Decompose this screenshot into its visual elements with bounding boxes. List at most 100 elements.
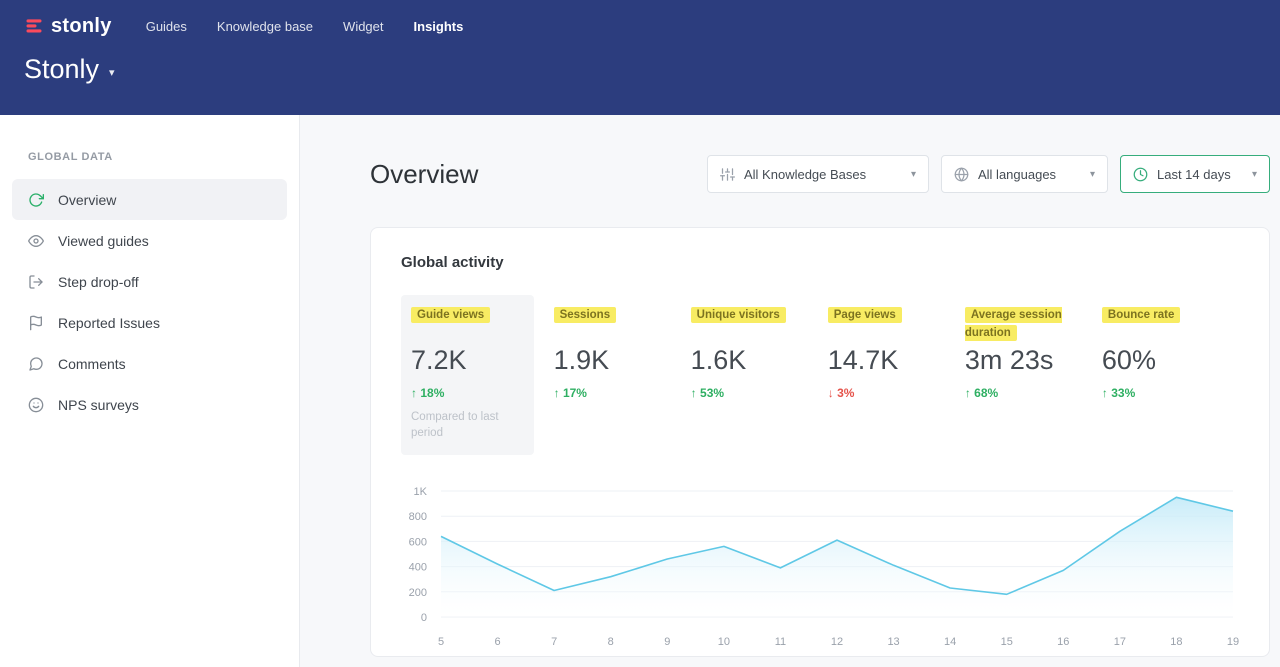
svg-text:18: 18 — [1170, 636, 1182, 648]
chevron-down-icon: ▾ — [1252, 169, 1257, 180]
chevron-down-icon: ▾ — [1090, 169, 1095, 180]
svg-text:1K: 1K — [414, 486, 428, 498]
date-range-dropdown[interactable]: Last 14 days ▾ — [1120, 155, 1270, 193]
logo-text: stonly — [51, 15, 112, 38]
svg-text:200: 200 — [409, 587, 427, 599]
svg-text:14: 14 — [944, 636, 956, 648]
main-header: Overview All Knowledge Bases ▾ All langu… — [370, 155, 1270, 193]
page-layout: GLOBAL DATA Overview Viewed guides Step … — [0, 115, 1280, 667]
svg-text:800: 800 — [409, 511, 427, 523]
smiley-icon — [28, 397, 44, 413]
metric-change: ↑ 33% — [1102, 386, 1239, 400]
metric-label: Guide views — [411, 307, 490, 323]
sidebar-item-label: NPS surveys — [58, 397, 139, 413]
nav-item-knowledge-base[interactable]: Knowledge base — [217, 19, 313, 34]
sidebar-item-nps-surveys[interactable]: NPS surveys — [12, 384, 287, 425]
sidebar-item-overview[interactable]: Overview — [12, 179, 287, 220]
nav-row: stonly Guides Knowledge base Widget Insi… — [24, 10, 1256, 42]
knowledge-bases-dropdown[interactable]: All Knowledge Bases ▾ — [707, 155, 929, 193]
sidebar: GLOBAL DATA Overview Viewed guides Step … — [0, 115, 300, 667]
sidebar-item-label: Viewed guides — [58, 233, 149, 249]
metric-sessions[interactable]: Sessions 1.9K ↑ 17% — [554, 295, 691, 400]
chevron-down-icon: ▾ — [109, 66, 115, 79]
svg-text:16: 16 — [1057, 636, 1069, 648]
arrow-up-icon: ↑ — [411, 386, 417, 400]
workspace-title: Stonly — [24, 54, 99, 85]
arrow-up-icon: ↑ — [965, 386, 971, 400]
svg-text:600: 600 — [409, 537, 427, 549]
metric-value: 60% — [1102, 345, 1239, 376]
svg-text:0: 0 — [421, 612, 427, 624]
sidebar-item-label: Overview — [58, 192, 116, 208]
metric-value: 3m 23s — [965, 345, 1102, 376]
svg-text:15: 15 — [1001, 636, 1013, 648]
metric-value: 1.6K — [691, 345, 828, 376]
metric-label: Bounce rate — [1102, 307, 1180, 323]
metric-avg-session-duration[interactable]: Average session duration 3m 23s ↑ 68% — [965, 295, 1102, 400]
sidebar-item-comments[interactable]: Comments — [12, 343, 287, 384]
sidebar-item-label: Step drop-off — [58, 274, 139, 290]
eye-icon — [28, 233, 44, 249]
nav-item-widget[interactable]: Widget — [343, 19, 383, 34]
sidebar-item-step-drop-off[interactable]: Step drop-off — [12, 261, 287, 302]
metric-page-views[interactable]: Page views 14.7K ↓ 3% — [828, 295, 965, 400]
svg-text:8: 8 — [608, 636, 614, 648]
metric-label: Sessions — [554, 307, 617, 323]
svg-text:10: 10 — [718, 636, 730, 648]
global-activity-card: Global activity Guide views 7.2K ↑ 18% C… — [370, 227, 1270, 657]
sidebar-item-viewed-guides[interactable]: Viewed guides — [12, 220, 287, 261]
metric-unique-visitors[interactable]: Unique visitors 1.6K ↑ 53% — [691, 295, 828, 400]
metrics-row: Guide views 7.2K ↑ 18% Compared to last … — [401, 295, 1239, 455]
svg-text:12: 12 — [831, 636, 843, 648]
metric-value: 1.9K — [554, 345, 691, 376]
sliders-icon — [720, 167, 735, 182]
svg-text:5: 5 — [438, 636, 444, 648]
refresh-icon — [28, 192, 44, 208]
workspace-switcher[interactable]: Stonly ▾ — [24, 54, 1256, 85]
step-drop-off-icon — [28, 274, 44, 290]
sidebar-item-reported-issues[interactable]: Reported Issues — [12, 302, 287, 343]
comment-icon — [28, 356, 44, 372]
svg-text:17: 17 — [1114, 636, 1126, 648]
metric-label: Average session duration — [965, 307, 1062, 341]
svg-text:13: 13 — [887, 636, 899, 648]
svg-text:19: 19 — [1227, 636, 1239, 648]
metric-guide-views[interactable]: Guide views 7.2K ↑ 18% Compared to last … — [401, 295, 534, 455]
svg-text:7: 7 — [551, 636, 557, 648]
sidebar-section-label: GLOBAL DATA — [28, 151, 271, 163]
main-content: Overview All Knowledge Bases ▾ All langu… — [300, 115, 1280, 667]
metric-label: Unique visitors — [691, 307, 786, 323]
activity-chart-svg: 0 200 400 600 800 1K 5 6 7 8 9 10 11 12 13 14 15 16 17 18 19 — [401, 483, 1241, 655]
nav-item-guides[interactable]: Guides — [146, 19, 187, 34]
filter-bar: All Knowledge Bases ▾ All languages ▾ La… — [707, 155, 1270, 193]
metric-change: ↑ 18% — [411, 386, 524, 400]
arrow-up-icon: ↑ — [1102, 386, 1108, 400]
sidebar-item-label: Comments — [58, 356, 126, 372]
stonly-logo-icon — [24, 16, 44, 36]
metric-value: 7.2K — [411, 345, 524, 376]
globe-icon — [954, 167, 969, 182]
metric-change: ↑ 53% — [691, 386, 828, 400]
top-navbar: stonly Guides Knowledge base Widget Insi… — [0, 0, 1280, 115]
clock-icon — [1133, 167, 1148, 182]
flag-icon — [28, 315, 44, 331]
stonly-logo[interactable]: stonly — [24, 15, 112, 38]
arrow-up-icon: ↑ — [691, 386, 697, 400]
metric-change: ↑ 68% — [965, 386, 1102, 400]
svg-text:400: 400 — [409, 562, 427, 574]
metric-bounce-rate[interactable]: Bounce rate 60% ↑ 33% — [1102, 295, 1239, 400]
svg-text:11: 11 — [775, 636, 786, 648]
metric-change: ↓ 3% — [828, 386, 965, 400]
chevron-down-icon: ▾ — [911, 169, 916, 180]
metric-change: ↑ 17% — [554, 386, 691, 400]
svg-text:9: 9 — [664, 636, 670, 648]
knowledge-bases-value: All Knowledge Bases — [744, 167, 866, 182]
metric-note: Compared to last period — [411, 409, 513, 441]
arrow-down-icon: ↓ — [828, 386, 834, 400]
date-range-value: Last 14 days — [1157, 167, 1231, 182]
nav-item-insights[interactable]: Insights — [414, 19, 464, 34]
activity-chart: 0 200 400 600 800 1K 5 6 7 8 9 10 11 12 13 14 15 16 17 18 19 — [401, 483, 1239, 655]
sidebar-item-label: Reported Issues — [58, 315, 160, 331]
languages-dropdown[interactable]: All languages ▾ — [941, 155, 1108, 193]
svg-text:6: 6 — [495, 636, 501, 648]
